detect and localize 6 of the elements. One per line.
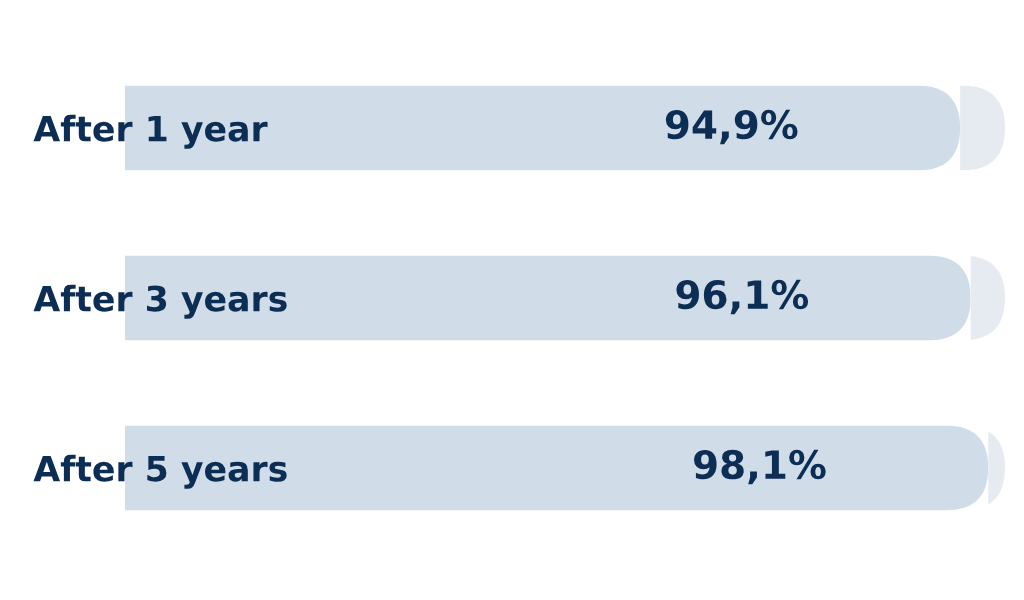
data-label: 94,9%: [665, 109, 798, 145]
y-tick-label: After 1 year: [33, 114, 268, 149]
y-tick-label: After 5 years: [33, 454, 287, 489]
data-label: 98,1%: [694, 449, 826, 485]
y-tick-label: After 3 years: [33, 284, 287, 319]
data-label: 96,1%: [676, 279, 809, 315]
